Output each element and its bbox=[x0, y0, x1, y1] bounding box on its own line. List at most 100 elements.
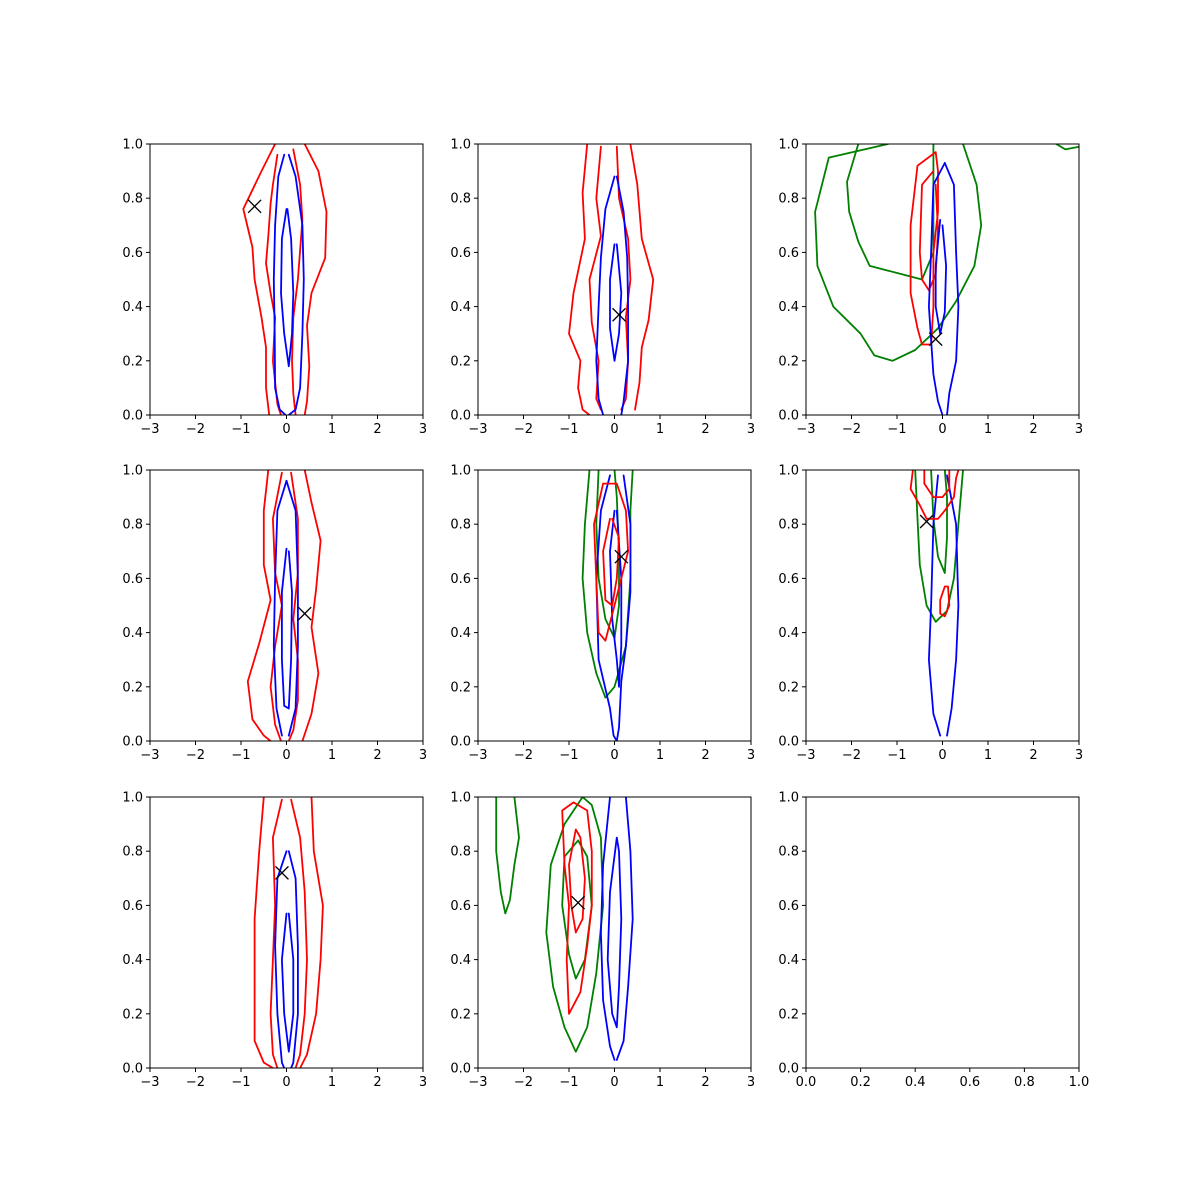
y-tick-label: 0.4 bbox=[450, 953, 471, 968]
contour-line-3 bbox=[561, 839, 593, 980]
axes-frame bbox=[149, 143, 424, 416]
x-marker bbox=[919, 514, 934, 529]
contour-line-3 bbox=[928, 474, 942, 737]
x-tick-label: 1 bbox=[328, 1075, 336, 1090]
x-marker bbox=[297, 606, 312, 621]
x-tick-label: −2 bbox=[186, 748, 205, 763]
x-marker bbox=[612, 307, 627, 322]
y-tick-label: 0.6 bbox=[450, 246, 471, 261]
x-tick-label: −2 bbox=[842, 748, 861, 763]
x-tick-label: 1 bbox=[656, 1075, 664, 1090]
contour-line-6 bbox=[287, 153, 305, 415]
x-tick-label: 0.0 bbox=[796, 1075, 817, 1090]
x-tick-label: −2 bbox=[842, 422, 861, 437]
contour-group bbox=[495, 797, 634, 1061]
contour-line-1 bbox=[581, 470, 634, 699]
y-tick-label: 0.0 bbox=[122, 409, 143, 424]
contour-line-6 bbox=[287, 850, 299, 1068]
contour-line-5 bbox=[568, 828, 586, 934]
x-tick-label: −3 bbox=[796, 422, 815, 437]
subplot-5: −3 −2 −1 0 1 2 3 0.0 0.2 0.4 0.6 0.8 1.0 bbox=[450, 464, 755, 764]
contour-group bbox=[814, 144, 1079, 415]
y-tick-label: 0.6 bbox=[122, 246, 143, 261]
y-tick-label: 0.4 bbox=[450, 300, 471, 315]
y-tick-label: 1.0 bbox=[122, 464, 143, 479]
y-tick-label: 0.8 bbox=[450, 518, 471, 533]
y-tick-label: 0.2 bbox=[450, 1007, 471, 1022]
contour-line-4 bbox=[291, 148, 304, 415]
contour-line-7 bbox=[280, 547, 293, 710]
subplot-3: −3 −2 −1 0 1 2 3 0.0 0.2 0.4 0.6 0.8 1.0 bbox=[778, 138, 1083, 438]
y-tick-label: 1.0 bbox=[778, 464, 799, 479]
contour-group bbox=[242, 144, 328, 415]
contour-line-4 bbox=[909, 151, 939, 346]
subplot-7: −3 −2 −1 0 1 2 3 0.0 0.2 0.4 0.6 0.8 1.0 bbox=[122, 791, 427, 1091]
contour-line-4 bbox=[946, 474, 960, 737]
y-tick-label: 0.0 bbox=[778, 1062, 799, 1077]
contour-line-7 bbox=[602, 517, 620, 607]
x-marker bbox=[614, 549, 629, 564]
y-tick-label: 0.6 bbox=[122, 572, 143, 587]
contour-line-2 bbox=[299, 797, 324, 1068]
x-tick-label: −3 bbox=[468, 1075, 487, 1090]
y-tick-label: 1.0 bbox=[450, 138, 471, 153]
contour-line-3 bbox=[1055, 144, 1079, 151]
contour-line-2 bbox=[545, 797, 604, 1053]
y-tick-label: 0.0 bbox=[450, 1062, 471, 1077]
x-tick-label: −1 bbox=[231, 1075, 250, 1090]
x-tick-label: 2 bbox=[1029, 748, 1037, 763]
x-tick-label: 0.6 bbox=[959, 1075, 980, 1090]
contour-line-5 bbox=[595, 175, 616, 415]
y-tick-label: 0.2 bbox=[450, 354, 471, 369]
x-tick-label: −3 bbox=[140, 422, 159, 437]
y-tick-label: 0.4 bbox=[122, 953, 143, 968]
x-tick-label: 3 bbox=[1075, 422, 1083, 437]
y-tick-label: 1.0 bbox=[778, 138, 799, 153]
y-tick-label: 0.8 bbox=[450, 192, 471, 207]
contour-line-4 bbox=[290, 798, 308, 1068]
x-tick-label: 2 bbox=[701, 422, 709, 437]
contour-line-4 bbox=[615, 474, 632, 741]
x-tick-label: 0 bbox=[282, 422, 290, 437]
contour-line-2 bbox=[301, 470, 322, 741]
x-marker bbox=[928, 332, 943, 347]
y-tick-label: 0.0 bbox=[778, 409, 799, 424]
x-tick-label: 3 bbox=[419, 1075, 427, 1090]
subplot-6: −3 −2 −1 0 1 2 3 0.0 0.2 0.4 0.6 0.8 1.0 bbox=[778, 464, 1083, 764]
subplot-2: −3 −2 −1 0 1 2 3 0.0 0.2 0.4 0.6 0.8 1.0 bbox=[450, 138, 755, 438]
contour-line-2 bbox=[629, 144, 655, 411]
x-tick-label: 0 bbox=[938, 422, 946, 437]
x-tick-label: 3 bbox=[747, 422, 755, 437]
contour-line-6 bbox=[593, 482, 629, 642]
y-tick-label: 0.8 bbox=[778, 192, 799, 207]
y-tick-label: 0.0 bbox=[122, 735, 143, 750]
x-marker bbox=[571, 895, 586, 910]
x-tick-label: 0.8 bbox=[1014, 1075, 1035, 1090]
contour-line-1 bbox=[814, 144, 983, 362]
contour-line-6 bbox=[928, 162, 946, 415]
contour-group bbox=[568, 144, 655, 415]
x-tick-label: −3 bbox=[140, 1075, 159, 1090]
y-tick-label: 0.6 bbox=[778, 246, 799, 261]
contour-line-1 bbox=[253, 797, 274, 1068]
x-tick-label: 0 bbox=[610, 1075, 618, 1090]
x-tick-label: −2 bbox=[514, 748, 533, 763]
x-tick-label: 2 bbox=[1029, 422, 1037, 437]
contour-line-5 bbox=[274, 850, 288, 1068]
contour-line-3 bbox=[269, 471, 283, 741]
x-tick-label: 1 bbox=[656, 748, 664, 763]
contour-line-3 bbox=[269, 798, 283, 1068]
y-tick-label: 1.0 bbox=[450, 464, 471, 479]
y-tick-label: 0.6 bbox=[778, 899, 799, 914]
y-tick-label: 1.0 bbox=[122, 138, 143, 153]
contour-line-6 bbox=[615, 175, 629, 415]
y-tick-label: 1.0 bbox=[450, 791, 471, 806]
x-tick-label: 0 bbox=[938, 748, 946, 763]
x-tick-label: −3 bbox=[796, 748, 815, 763]
x-tick-label: 0 bbox=[282, 1075, 290, 1090]
contour-line-5 bbox=[909, 470, 960, 520]
x-tick-label: 1 bbox=[984, 422, 992, 437]
x-tick-label: 2 bbox=[701, 748, 709, 763]
x-tick-label: 0.2 bbox=[850, 1075, 871, 1090]
